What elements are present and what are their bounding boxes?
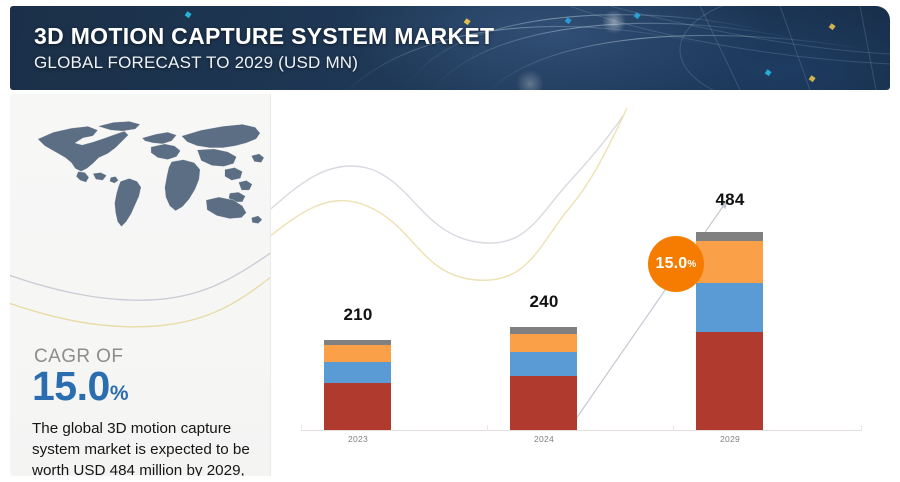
- left-summary-panel: CAGR OF 15.0% The global 3D motion captu…: [10, 94, 270, 476]
- cagr-number: 15.0: [32, 363, 110, 409]
- cagr-badge-percent-symbol: %: [687, 258, 697, 270]
- x-axis-label-2023: 2023: [347, 434, 369, 444]
- axis-tick: [301, 425, 302, 431]
- page-subtitle: GLOBAL FORECAST TO 2029 (USD MN): [34, 52, 359, 72]
- left-panel-decorative-curves: [10, 252, 270, 328]
- segment-north-america-2024[interactable]: [510, 376, 577, 430]
- segment-row-2024[interactable]: [510, 327, 577, 334]
- cagr-badge-value: 15.0: [655, 255, 688, 272]
- bar-2029[interactable]: [696, 232, 763, 430]
- segment-row-2029[interactable]: [696, 232, 763, 241]
- segment-asia-pacific-2023[interactable]: [324, 345, 391, 362]
- cagr-label: CAGR OF: [34, 346, 124, 367]
- segment-north-america-2023[interactable]: [324, 383, 391, 430]
- cagr-badge[interactable]: 15.0%: [648, 236, 704, 292]
- chart-x-axis: [301, 430, 861, 431]
- body-panel: CAGR OF 15.0% The global 3D motion captu…: [10, 94, 890, 476]
- segment-asia-pacific-2029[interactable]: [696, 241, 763, 283]
- segment-europe-2024[interactable]: [510, 352, 577, 376]
- header-banner: 3D MOTION CAPTURE SYSTEM MARKET GLOBAL F…: [10, 6, 890, 90]
- axis-tick: [487, 425, 488, 431]
- cagr-percent-symbol: %: [109, 382, 129, 405]
- chart-decorative-curves: [271, 107, 628, 281]
- page-title: 3D MOTION CAPTURE SYSTEM MARKET: [34, 23, 495, 49]
- axis-tick: [861, 425, 862, 431]
- summary-description: The global 3D motion capture system mark…: [32, 420, 250, 476]
- banner-title-group: 3D MOTION CAPTURE SYSTEM MARKET GLOBAL F…: [34, 24, 494, 73]
- bar-total-label-2024: 240: [529, 292, 559, 311]
- segment-europe-2023[interactable]: [324, 362, 391, 383]
- chart-panel: 210 2023 240 2024 484: [271, 94, 890, 476]
- segment-europe-2029[interactable]: [696, 283, 763, 332]
- x-axis-label-2024: 2024: [533, 434, 555, 444]
- world-map-icon: [37, 121, 265, 227]
- bar-total-label-2023: 210: [343, 305, 373, 324]
- x-axis-label-2029: 2029: [719, 434, 741, 444]
- banner-decorative-arcs: [184, 6, 890, 90]
- bar-2024[interactable]: [510, 327, 577, 430]
- segment-row-2023[interactable]: [324, 340, 391, 345]
- panel-divider: [270, 94, 271, 476]
- bar-2023[interactable]: [324, 340, 391, 430]
- axis-tick: [673, 425, 674, 431]
- stacked-bar-chart: 210 2023 240 2024 484: [271, 94, 890, 476]
- segment-asia-pacific-2024[interactable]: [510, 334, 577, 352]
- cagr-value: 15.0%: [32, 363, 129, 409]
- bar-total-label-2029: 484: [715, 190, 745, 209]
- segment-north-america-2029[interactable]: [696, 332, 763, 430]
